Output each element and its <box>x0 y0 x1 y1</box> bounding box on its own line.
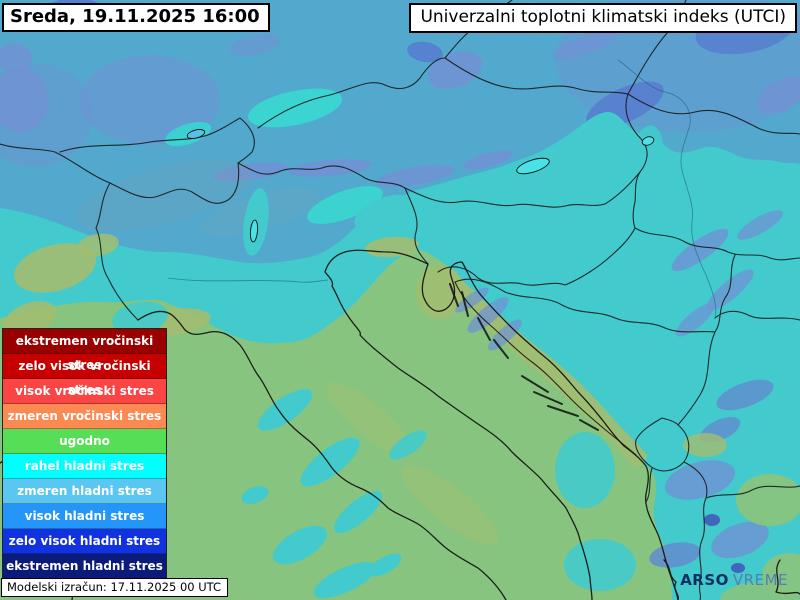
legend-item-moderate-cold: zmeren hladni stres <box>3 479 166 504</box>
lake-neusiedl <box>641 136 655 146</box>
legend-item-moderate-heat: zmeren vročinski stres <box>3 404 166 429</box>
vreme-logo-text: VREME <box>732 571 788 589</box>
legend-item-comfortable: ugodno <box>3 429 166 454</box>
datetime-box: Sreda, 19.11.2025 16:00 <box>2 3 270 32</box>
map-title-box: Univerzalni toplotni klimatski indeks (U… <box>409 3 797 33</box>
model-run-box: Modelski izračun: 17.11.2025 00 UTC <box>1 578 229 597</box>
lake-garda <box>249 219 259 243</box>
adriatic-islands <box>449 283 599 431</box>
rivers <box>167 59 717 319</box>
utci-legend: ekstremen vročinski stres zelo visok vro… <box>2 328 167 579</box>
legend-item-slight-cold: rahel hladni stres <box>3 454 166 479</box>
lakes <box>186 129 655 243</box>
legend-item-extreme-heat: ekstremen vročinski stres <box>3 329 166 372</box>
arso-logo-text: ARSO <box>680 571 729 589</box>
map-title: Univerzalni toplotni klimatski indeks (U… <box>420 7 786 27</box>
model-run-label: Modelski izračun: 17.11.2025 00 UTC <box>7 580 222 594</box>
arso-vreme-logo: ARSO VREME <box>680 571 788 589</box>
datetime-label: Sreda, 19.11.2025 16:00 <box>10 6 260 27</box>
legend-item-extreme-cold: ekstremen hladni stres <box>3 554 166 578</box>
legend-item-very-strong-heat: zelo visok vročinski stres <box>3 354 166 397</box>
legend-item-strong-heat: visok vročinski stres <box>3 379 166 404</box>
lake-balaton <box>516 157 550 175</box>
legend-item-strong-cold: visok hladni stres <box>3 504 166 529</box>
legend-item-very-strong-cold: zelo visok hladni stres <box>3 529 166 554</box>
lake-constance <box>186 129 206 139</box>
